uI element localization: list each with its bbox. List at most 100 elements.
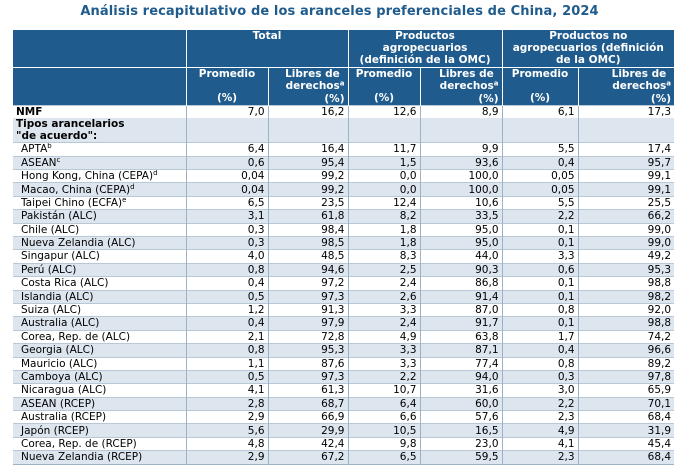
table-cell: 1,8	[347, 236, 420, 250]
table-row: Taipei Chino (ECFA)e 6,5 23,5 12,4 10,6 5,5 25…	[13, 195, 675, 210]
row-label: Singapur (ALC)	[13, 249, 186, 264]
table-cell: 86,8	[419, 276, 503, 291]
row-label: Nueva Zelandia (RCEP)	[13, 450, 186, 464]
table-cell: 91,4	[419, 289, 503, 304]
header-libres-text: Libres de derechos	[285, 68, 340, 93]
row-label: Perú (ALC)	[13, 262, 186, 277]
table-cell: 0,1	[501, 222, 579, 237]
table-row: Hong Kong, China (CEPA)d 0,04 99,2 0,0 100,0…	[13, 169, 675, 183]
table-cell: 0,5	[185, 289, 268, 304]
table-cell: 2,5	[347, 262, 420, 277]
section-label: Tipos arancelarios "de acuerdo":	[13, 118, 186, 143]
table-cell: 2,3	[501, 450, 579, 464]
table-cell: 99,1	[577, 169, 675, 183]
table-cell: 97,8	[577, 369, 675, 384]
table-cell: 9,8	[347, 436, 420, 451]
table-cell: 2,2	[501, 396, 579, 411]
table-cell: 0,3	[185, 236, 268, 250]
nmf-cell: 17,3	[577, 104, 675, 119]
header-nonagro: Productos no agropecuarios (definición d…	[501, 30, 675, 68]
table-cell: 3,3	[347, 356, 420, 371]
table-cell: 61,8	[267, 209, 348, 224]
table-cell: 0,4	[501, 155, 579, 170]
header-unit: (%)	[478, 92, 499, 105]
table-cell: 0,3	[501, 369, 579, 384]
table-cell: 94,6	[267, 262, 348, 277]
footnote-mark: d	[130, 182, 135, 191]
table-cell: 3,3	[347, 302, 420, 317]
table-cell: 66,2	[577, 209, 675, 224]
nmf-label: NMF	[13, 104, 186, 119]
table-row: Corea, Rep. de (RCEP) 4,8 42,4 9,8 23,0 4,1 45…	[13, 436, 675, 451]
table-row: Macao, China (CEPA)d 0,04 99,2 0,0 100,0 0,05…	[13, 182, 675, 197]
table-cell: 17,4	[577, 142, 675, 157]
footnote-mark: d	[153, 169, 158, 178]
table-cell: 95,4	[267, 155, 348, 170]
table-cell: 6,4	[185, 142, 268, 157]
footnote-mark: b	[47, 142, 52, 151]
table-row: Islandia (ALC) 0,5 97,3 2,6 91,4 0,1 98,2	[13, 289, 675, 304]
table-cell: 97,9	[267, 316, 348, 331]
row-label: Mauricio (ALC)	[13, 356, 186, 371]
table-cell: 0,4	[185, 316, 268, 331]
table-row: Costa Rica (ALC) 0,4 97,2 2,4 86,8 0,1 98,8	[13, 276, 675, 291]
header-promedio: Promedio (%)	[347, 67, 420, 106]
table-cell: 99,0	[577, 222, 675, 237]
table-cell: 3,3	[347, 343, 420, 358]
table-cell: 0,04	[185, 182, 268, 197]
table-cell: 92,0	[577, 302, 675, 317]
table-cell: 0,1	[501, 236, 579, 250]
table-cell: 2,3	[501, 410, 579, 424]
table-cell: 63,8	[419, 329, 503, 344]
table-cell: 48,5	[267, 249, 348, 264]
table-cell: 77,4	[419, 356, 503, 371]
table-cell: 90,3	[419, 262, 503, 277]
table-cell: 67,2	[267, 450, 348, 464]
table-cell: 0,3	[185, 222, 268, 237]
table-cell: 5,5	[501, 195, 579, 210]
table-cell: 3,0	[501, 383, 579, 398]
table-cell: 6,5	[347, 450, 420, 464]
table-cell: 31,6	[419, 383, 503, 398]
row-label: Chile (ALC)	[13, 222, 186, 237]
table-cell: 98,8	[577, 316, 675, 331]
table-cell: 1,7	[501, 329, 579, 344]
table-cell: 68,4	[577, 410, 675, 424]
row-label: Georgia (ALC)	[13, 343, 186, 358]
header-libres: Libres de derechosa (%)	[577, 67, 675, 106]
table-row: Nueva Zelandia (RCEP) 2,9 67,2 6,5 59,5 2,3 68…	[13, 450, 675, 464]
table-cell: 95,3	[577, 262, 675, 277]
row-label: Camboya (ALC)	[13, 369, 186, 384]
table-row: Australia (RCEP) 2,9 66,9 6,6 57,6 2,3 68,4	[13, 410, 675, 424]
table-cell: 0,5	[185, 369, 268, 384]
table-row: Nueva Zelandia (ALC) 0,3 98,5 1,8 95,0 0,1 99,…	[13, 236, 675, 250]
table-cell: 70,1	[577, 396, 675, 411]
table-cell: 100,0	[419, 182, 503, 197]
table-cell: 5,6	[185, 423, 268, 438]
table-cell: 12,4	[347, 195, 420, 210]
table-row: Suiza (ALC) 1,2 91,3 3,3 87,0 0,8 92,0	[13, 302, 675, 317]
row-label: Suiza (ALC)	[13, 302, 186, 317]
table-cell: 0,6	[185, 155, 268, 170]
table-cell: 3,3	[501, 249, 579, 264]
table-cell: 4,1	[185, 383, 268, 398]
table-row: APTAb 6,4 16,4 11,7 9,9 5,5 17,4	[13, 142, 675, 157]
table-cell: 1,8	[347, 222, 420, 237]
table-cell: 0,4	[501, 343, 579, 358]
tariff-table: Total Productos agropecuarios (definició…	[13, 30, 675, 464]
row-label: Japón (RCEP)	[13, 423, 186, 438]
table-cell: 29,9	[267, 423, 348, 438]
header-libres-text: Libres de derechos	[611, 68, 667, 93]
table-cell: 0,8	[501, 356, 579, 371]
table-row: Perú (ALC) 0,8 94,6 2,5 90,3 0,6 95,3	[13, 262, 675, 277]
table-cell: 49,2	[577, 249, 675, 264]
table-cell: 99,1	[577, 182, 675, 197]
table-cell: 93,6	[419, 155, 503, 170]
table-cell: 60,0	[419, 396, 503, 411]
header-libres: Libres de derechosa (%)	[267, 67, 348, 106]
row-label: Hong Kong, China (CEPA)d	[13, 169, 186, 183]
table-cell: 10,7	[347, 383, 420, 398]
table-cell: 31,9	[577, 423, 675, 438]
table-cell: 0,1	[501, 289, 579, 304]
row-label: Islandia (ALC)	[13, 289, 186, 304]
